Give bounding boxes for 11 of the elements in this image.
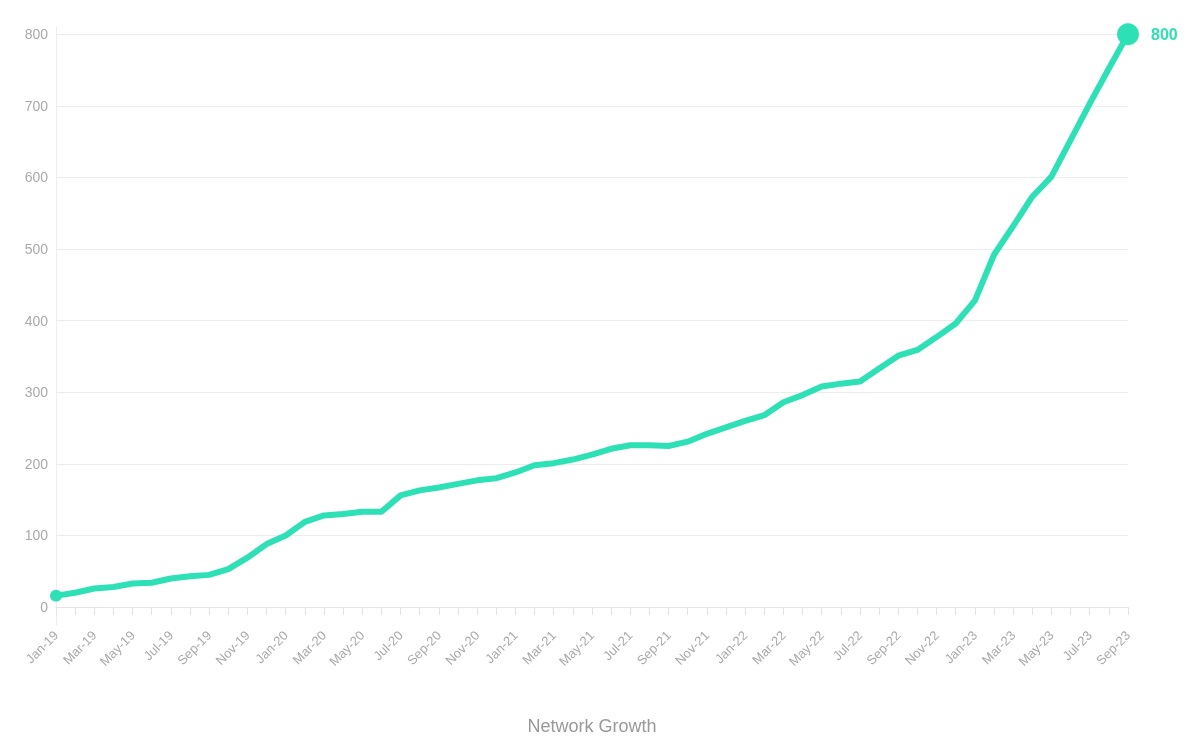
y-tick-label: 300 [24,384,49,401]
y-tick-label: 800 [24,26,49,43]
y-tick-label: 700 [24,97,49,114]
y-tick-label: 600 [24,169,49,186]
y-tick-label: 400 [24,312,49,329]
y-tick-label: 0 [40,599,49,616]
y-tick-label: 200 [24,455,49,472]
y-tick-label: 500 [24,241,49,258]
y-tick-label: 100 [24,527,49,544]
data-label: 800 [1151,25,1178,43]
x-axis-title: Network Growth [527,716,657,736]
